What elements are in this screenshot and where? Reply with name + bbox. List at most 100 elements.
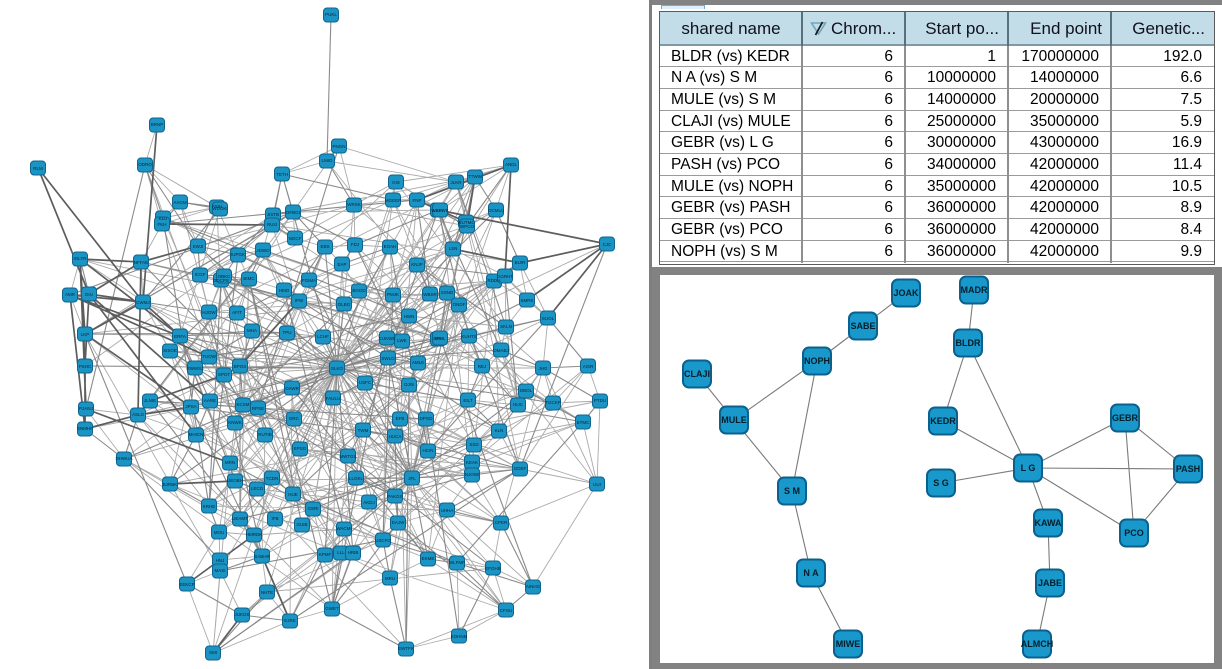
svg-text:MRU: MRU	[385, 576, 395, 581]
svg-text:DFBGI: DFBGI	[286, 210, 300, 215]
svg-text:HMO: HMO	[279, 288, 290, 293]
svg-text:DAJW: DAJW	[392, 520, 406, 525]
svg-text:JABE: JABE	[1038, 578, 1062, 588]
svg-text:KNJP: KNJP	[411, 262, 423, 267]
svg-text:BTMC: BTMC	[577, 420, 590, 425]
svg-text:LCHF: LCHF	[317, 334, 329, 339]
svg-text:HMRDK: HMRDK	[246, 532, 263, 537]
svg-text:EPH: EPH	[433, 336, 442, 341]
svg-text:WBSR: WBSR	[423, 292, 437, 297]
svg-text:GLBG: GLBG	[338, 302, 351, 307]
svg-text:OCMUJ: OCMUJ	[488, 208, 504, 213]
svg-text:LSSI: LSSI	[433, 208, 443, 213]
svg-text:LECD: LECD	[251, 486, 264, 491]
svg-text:IOLTR: IOLTR	[74, 256, 88, 261]
svg-text:WACMI: WACMI	[336, 526, 351, 531]
svg-text:HRIB: HRIB	[348, 550, 359, 555]
svg-text:HUE: HUE	[288, 492, 298, 497]
svg-text:MASI: MASI	[214, 568, 225, 573]
svg-text:CFOU: CFOU	[500, 608, 513, 613]
svg-text:EJRE: EJRE	[284, 618, 296, 623]
svg-text:IHS: IHS	[392, 180, 400, 185]
svg-text:RDDH: RDDH	[488, 278, 501, 283]
svg-text:JLNIE: JLNIE	[144, 398, 156, 403]
svg-text:TTWW: TTWW	[468, 174, 483, 179]
svg-text:LKP: LKP	[81, 332, 90, 337]
svg-text:KLN: KLN	[495, 428, 504, 433]
svg-text:HNJ: HNJ	[216, 558, 225, 563]
svg-text:AARE: AARE	[204, 398, 216, 403]
svg-text:IFB: IFB	[271, 516, 278, 521]
svg-text:JDWO: JDWO	[256, 248, 270, 253]
svg-text:NOPH: NOPH	[804, 356, 830, 366]
svg-text:CPER: CPER	[495, 520, 508, 525]
svg-text:KPMF: KPMF	[319, 552, 332, 557]
svg-text:SLKO: SLKO	[331, 366, 344, 371]
svg-text:ASLG: ASLG	[132, 412, 145, 417]
svg-text:JOAK: JOAK	[893, 288, 919, 298]
svg-text:IPW: IPW	[295, 298, 304, 303]
svg-text:MHICN: MHICN	[189, 432, 204, 437]
svg-text:WLFMP: WLFMP	[449, 560, 465, 565]
svg-text:ALMCH: ALMCH	[1021, 639, 1054, 649]
svg-text:BGOD: BGOD	[352, 288, 366, 293]
svg-text:TETH: TETH	[276, 172, 288, 177]
svg-text:BJRBK: BJRBK	[163, 482, 178, 487]
svg-text:ERFA: ERFA	[174, 334, 186, 339]
svg-text:LWE: LWE	[397, 338, 406, 343]
svg-text:RUIJ: RUIJ	[267, 222, 277, 227]
svg-text:FSIH: FSIH	[212, 204, 222, 209]
svg-text:UUI: UUI	[593, 482, 601, 487]
svg-text:AMR: AMR	[65, 292, 76, 297]
svg-text:EKME: EKME	[422, 556, 435, 561]
svg-text:PCO: PCO	[1124, 528, 1144, 538]
svg-text:CLAJI: CLAJI	[684, 369, 710, 379]
svg-text:GGRHT: GGRHT	[497, 274, 514, 279]
svg-text:HCIN: HCIN	[423, 448, 434, 453]
svg-text:SISOE: SISOE	[163, 348, 177, 353]
svg-text:TCDN: TCDN	[266, 476, 279, 481]
svg-text:RLM: RLM	[33, 166, 43, 171]
svg-text:EPSG: EPSG	[294, 446, 307, 451]
svg-text:REJ: REJ	[478, 364, 487, 369]
svg-text:MIWE: MIWE	[836, 639, 861, 649]
svg-text:MOU: MOU	[214, 530, 225, 535]
svg-text:RPSE: RPSE	[252, 406, 264, 411]
svg-text:UEOBH: UEOBH	[227, 478, 243, 483]
svg-text:SSND: SSND	[441, 290, 454, 295]
svg-text:N A: N A	[803, 568, 819, 578]
svg-text:WPCO: WPCO	[460, 224, 474, 229]
svg-text:PNGN: PNGN	[332, 144, 345, 149]
svg-text:JHG: JHG	[539, 366, 548, 371]
svg-text:GEBR: GEBR	[1112, 413, 1139, 423]
svg-text:UHHA: UHHA	[441, 508, 454, 513]
svg-text:HWN: HWN	[404, 314, 415, 319]
svg-text:ICGF: ICGF	[195, 272, 206, 277]
svg-text:UEAMT: UEAMT	[232, 516, 248, 521]
svg-text:EILT: EILT	[463, 398, 472, 403]
svg-text:WRSK: WRSK	[347, 202, 361, 207]
svg-text:LSN: LSN	[449, 246, 458, 251]
svg-text:SABHR: SABHR	[254, 554, 270, 559]
svg-text:FKH: FKH	[158, 222, 167, 227]
svg-text:WEFWK: WEFWK	[431, 208, 448, 213]
svg-text:LLGKL: LLGKL	[349, 476, 364, 481]
svg-text:JLKR: JLKR	[450, 180, 462, 185]
svg-text:KRHE: KRHE	[203, 504, 216, 509]
svg-text:MULE: MULE	[721, 415, 747, 425]
svg-text:OJIS: OJIS	[404, 382, 414, 387]
svg-text:NGCF: NGCF	[289, 236, 302, 241]
svg-text:MADR: MADR	[961, 285, 988, 295]
svg-text:ANDL: ANDL	[505, 162, 518, 167]
svg-text:SNMHF: SNMHF	[77, 426, 93, 431]
svg-text:HIJC: HIJC	[513, 402, 524, 407]
svg-text:S G: S G	[933, 478, 949, 488]
svg-text:DRC: DRC	[289, 416, 299, 421]
svg-text:BPOS: BPOS	[234, 364, 247, 369]
svg-text:MSIL: MSIL	[435, 336, 446, 341]
svg-text:AISR: AISR	[583, 364, 594, 369]
svg-text:PTDU: PTDU	[594, 398, 606, 403]
svg-text:AINHG: AINHG	[526, 584, 541, 589]
svg-text:MHA: MHA	[247, 328, 257, 333]
svg-text:PAKGS: PAKGS	[387, 494, 402, 499]
